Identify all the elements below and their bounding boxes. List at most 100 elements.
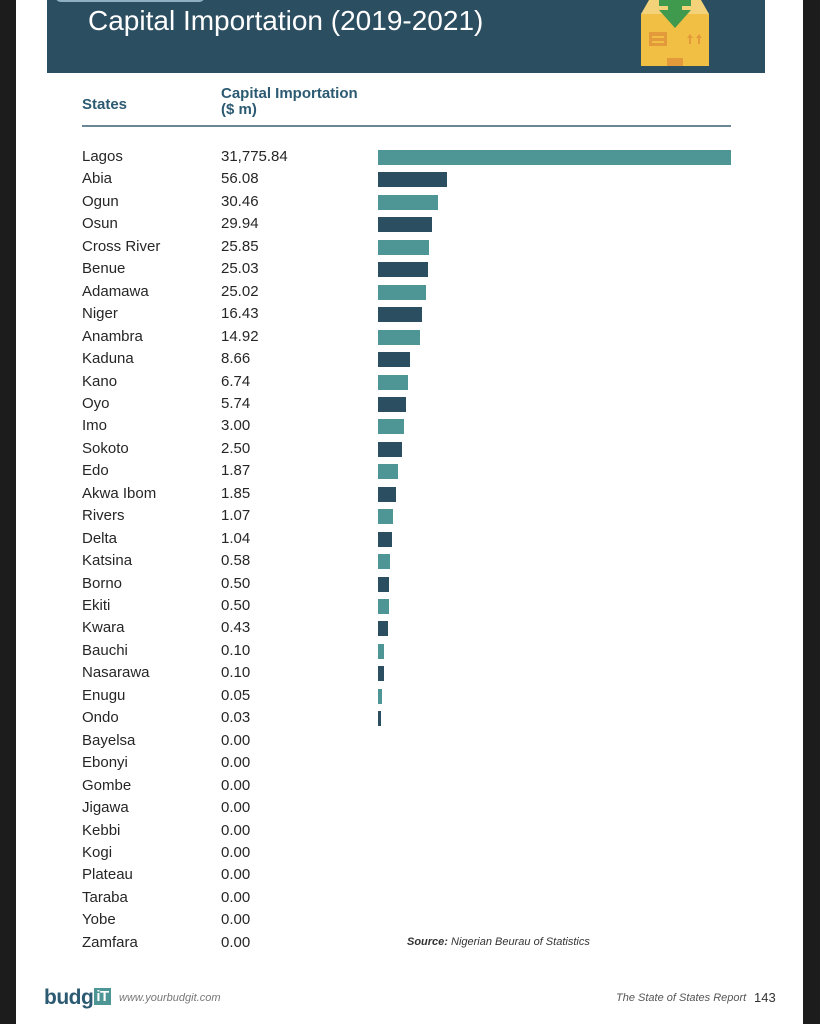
value-label: 0.00 <box>221 911 251 929</box>
state-label: Lagos <box>82 148 123 165</box>
bar <box>378 150 731 165</box>
bar <box>378 217 432 233</box>
state-label: Bayelsa <box>82 731 136 749</box>
footer-url: www.yourbudgit.com <box>119 992 221 1004</box>
header-divider <box>82 125 731 127</box>
title-banner: Capital Importation (2019-2021) <box>47 0 765 73</box>
state-label: Benue <box>82 260 126 278</box>
chart-row: Oyo 5.74 <box>16 393 803 415</box>
value-label: 0.43 <box>221 619 251 637</box>
value-label: 6.74 <box>221 372 251 390</box>
chart-row: Osun 29.94 <box>16 213 803 235</box>
state-label: Kogi <box>82 843 113 861</box>
state-label: Gombe <box>82 776 132 794</box>
state-label: Rivers <box>82 507 125 525</box>
chart-row: Lagos 31,775.84 <box>16 146 803 168</box>
value-label: 0.10 <box>221 664 251 682</box>
value-label: 1.85 <box>221 484 251 502</box>
chart-row: Ekiti 0.50 <box>16 595 803 617</box>
bar <box>378 419 405 435</box>
chart-row: Adamawa 25.02 <box>16 281 803 303</box>
state-label: Akwa Ibom <box>82 484 157 502</box>
state-label: Kwara <box>82 619 125 637</box>
value-label: 30.46 <box>221 192 259 210</box>
value-label: 0.00 <box>221 799 251 817</box>
chart-row: Borno 0.50 <box>16 573 803 595</box>
chart-row: Ogun 30.46 <box>16 191 803 213</box>
value-label: 0.05 <box>221 686 251 704</box>
source-label: Source: <box>407 936 448 948</box>
bar <box>378 239 429 255</box>
state-label: Taraba <box>82 888 128 906</box>
state-label: Plateau <box>82 866 133 884</box>
state-label: Ebonyi <box>82 754 128 772</box>
state-label: Oyo <box>82 394 110 412</box>
state-label: Zamfara <box>82 933 138 951</box>
value-label: 8.66 <box>221 350 251 368</box>
chart-row: Ebonyi 0.00 <box>16 752 803 774</box>
value-label: 25.85 <box>221 237 259 255</box>
value-label: 56.08 <box>221 170 259 188</box>
bar <box>378 554 390 570</box>
bar <box>378 666 384 682</box>
state-label: Ekiti <box>82 597 111 614</box>
chart-row: Taraba 0.00 <box>16 887 803 909</box>
value-label: 0.50 <box>221 574 251 592</box>
chart-row: Cross River 25.85 <box>16 236 803 258</box>
chart-row: Nasarawa 0.10 <box>16 662 803 684</box>
chart-row: Delta 1.04 <box>16 528 803 550</box>
source-text: Nigerian Beurau of Statistics <box>447 936 590 948</box>
state-label: Edo <box>82 462 109 480</box>
column-header-value-line2: ($ m) <box>221 101 257 118</box>
bar <box>378 621 388 637</box>
value-label: 0.58 <box>221 552 251 570</box>
chart-row: Ondo 0.03 <box>16 707 803 729</box>
chart-row: Anambra 14.92 <box>16 326 803 348</box>
bar <box>378 194 438 210</box>
bar <box>378 688 382 704</box>
chart-row: Abia 56.08 <box>16 168 803 190</box>
state-label: Kano <box>82 372 118 390</box>
bar <box>378 374 408 390</box>
column-header-value: Capital Importation ($ m) <box>221 86 358 118</box>
state-label: Katsina <box>82 552 133 570</box>
value-label: 0.00 <box>221 776 251 794</box>
page-number: 143 <box>754 990 776 1005</box>
report-page: Capital Importation (2019-2021) States C… <box>16 0 803 1024</box>
state-label: Jigawa <box>82 799 129 817</box>
value-label: 25.02 <box>221 282 259 300</box>
bar <box>378 441 402 457</box>
state-label: Kebbi <box>82 821 121 839</box>
bar <box>378 464 399 480</box>
state-label: Adamawa <box>82 282 149 300</box>
chart-row: Bauchi 0.10 <box>16 640 803 662</box>
bar <box>378 352 411 368</box>
chart-row: Kaduna 8.66 <box>16 348 803 370</box>
state-label: Anambra <box>82 327 143 345</box>
chart-row: Zamfara 0.00 <box>16 932 803 954</box>
footer-report-name: The State of States Report <box>616 992 747 1004</box>
bar <box>378 576 389 592</box>
state-label: Enugu <box>82 686 126 704</box>
bar <box>378 172 447 188</box>
value-label: 0.00 <box>221 754 251 772</box>
value-label: 3.00 <box>221 417 251 435</box>
state-label: Cross River <box>82 237 161 255</box>
value-label: 31,775.84 <box>221 148 288 165</box>
logo-badge: iT <box>94 988 111 1005</box>
budgit-logo: budg iT <box>44 986 111 1010</box>
chart-row: Yobe 0.00 <box>16 909 803 931</box>
column-header-value-line1: Capital Importation <box>221 85 358 102</box>
bar <box>378 396 406 412</box>
state-label: Imo <box>82 417 108 435</box>
chart-row: Bayelsa 0.00 <box>16 730 803 752</box>
state-label: Ogun <box>82 192 119 210</box>
value-label: 29.94 <box>221 215 259 233</box>
source-note: Source: Nigerian Beurau of Statistics <box>407 936 590 948</box>
state-label: Ondo <box>82 709 119 727</box>
state-label: Bauchi <box>82 641 128 659</box>
chart-row: Edo 1.87 <box>16 460 803 482</box>
state-label: Delta <box>82 529 118 547</box>
value-label: 0.03 <box>221 709 251 727</box>
state-label: Nasarawa <box>82 664 150 682</box>
